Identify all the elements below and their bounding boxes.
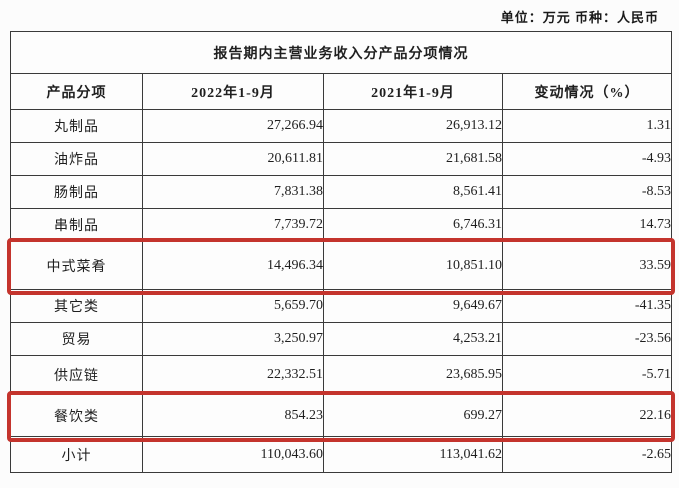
cell-2021-value: 113,041.62 (323, 436, 503, 473)
cell-change-value: 14.73 (502, 208, 672, 242)
table-row: 供应链 22,332.51 23,685.95 -5.71 (10, 355, 672, 395)
cell-change-value: 33.59 (502, 241, 672, 290)
table-row: 贸易 3,250.97 4,253.21 -23.56 (10, 322, 672, 356)
cell-2022-value: 14,496.34 (142, 241, 324, 290)
cell-change-value: -41.35 (502, 289, 672, 323)
cell-2021-value: 23,685.95 (323, 355, 503, 395)
column-header-category: 产品分项 (10, 73, 143, 110)
row-category-label: 餐饮类 (54, 409, 99, 425)
table-row: 油炸品 20,611.81 21,681.58 -4.93 (10, 142, 672, 176)
row-category: 贸易 (10, 322, 143, 356)
table-row-highlighted: 中式菜肴 14,496.34 10,851.10 33.59 (7, 238, 675, 295)
cell-change-value: -2.65 (502, 436, 672, 473)
table-row-subtotal: 小计 110,043.60 113,041.62 -2.65 (10, 436, 672, 473)
cell-2021-value: 26,913.12 (323, 109, 503, 143)
cell-2021-value: 10,851.10 (323, 241, 503, 290)
cell-change-value: -8.53 (502, 175, 672, 209)
cell-2021-value: 6,746.31 (323, 208, 503, 242)
cell-2021-value: 4,253.21 (323, 322, 503, 356)
cell-change-value: 1.31 (502, 109, 672, 143)
cell-change-value: -4.93 (502, 142, 672, 176)
cell-2021-value: 21,681.58 (323, 142, 503, 176)
cell-change-value: -23.56 (502, 322, 672, 356)
row-category: 油炸品 (10, 142, 143, 176)
column-header-2022: 2022年1-9月 (142, 73, 324, 110)
cell-2022-value: 20,611.81 (142, 142, 324, 176)
cell-2022-value: 7,831.38 (142, 175, 324, 209)
row-category: 中式菜肴 (7, 238, 675, 295)
table-row: 肠制品 7,831.38 8,561.41 -8.53 (10, 175, 672, 209)
cell-2022-value: 3,250.97 (142, 322, 324, 356)
cell-change-value: -5.71 (502, 355, 672, 395)
cell-2021-value: 9,649.67 (323, 289, 503, 323)
row-category: 肠制品 (10, 175, 143, 209)
cell-2021-value: 699.27 (323, 394, 503, 437)
cell-2022-value: 27,266.94 (142, 109, 324, 143)
table-row-highlighted: 餐饮类 854.23 699.27 22.16 (7, 391, 675, 442)
table-row: 串制品 7,739.72 6,746.31 14.73 (10, 208, 672, 242)
row-category: 丸制品 (10, 109, 143, 143)
column-header-change: 变动情况（%） (502, 73, 672, 110)
row-category: 供应链 (10, 355, 143, 395)
cell-change-value: 22.16 (502, 394, 672, 437)
table-header-row: 产品分项 2022年1-9月 2021年1-9月 变动情况（%） (10, 73, 672, 110)
cell-2021-value: 8,561.41 (323, 175, 503, 209)
table-title: 报告期内主营业务收入分产品分项情况 (10, 31, 672, 74)
row-category-label: 中式菜肴 (46, 259, 107, 275)
unit-currency-label: 单位：万元 币种：人民币 (500, 10, 659, 25)
row-category: 小计 (10, 436, 143, 473)
cell-2022-value: 7,739.72 (142, 208, 324, 242)
table-row: 其它类 5,659.70 9,649.67 -41.35 (10, 289, 672, 323)
table-title-row: 报告期内主营业务收入分产品分项情况 (10, 31, 672, 74)
table-row: 丸制品 27,266.94 26,913.12 1.31 (10, 109, 672, 143)
cell-2022-value: 854.23 (142, 394, 324, 437)
cell-2022-value: 22,332.51 (142, 355, 324, 395)
row-category: 餐饮类 (7, 391, 675, 442)
revenue-by-product-table: 报告期内主营业务收入分产品分项情况 产品分项 2022年1-9月 2021年1-… (7, 31, 675, 473)
row-category: 其它类 (10, 289, 143, 323)
column-header-2021: 2021年1-9月 (323, 73, 503, 110)
row-category: 串制品 (10, 208, 143, 242)
cell-2022-value: 5,659.70 (142, 289, 324, 323)
cell-2022-value: 110,043.60 (142, 436, 324, 473)
